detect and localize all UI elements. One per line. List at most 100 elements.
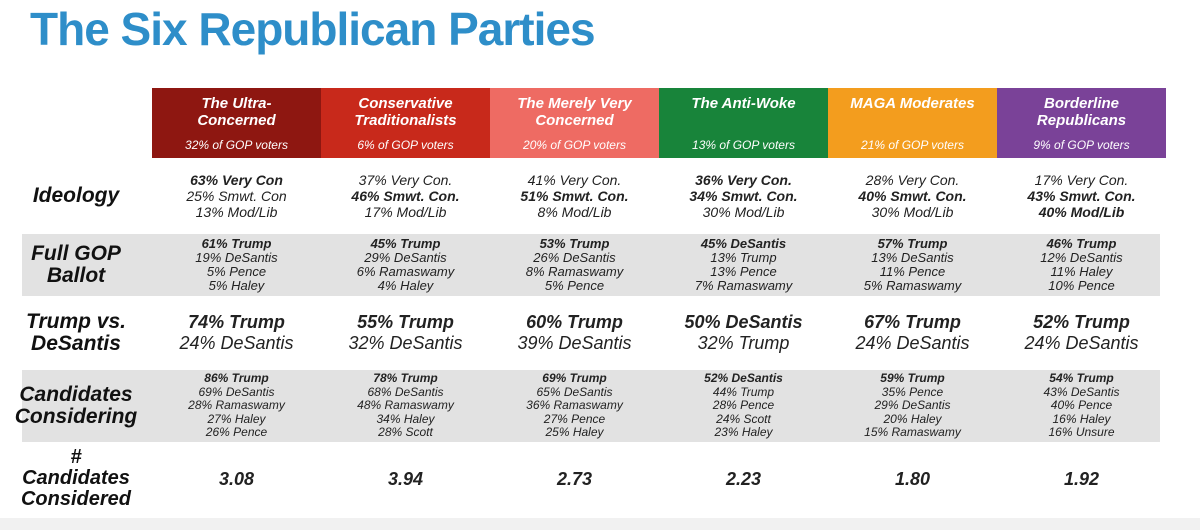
- cell-line: 5% Pence: [544, 278, 605, 293]
- cell-line: 59% Trump: [880, 371, 945, 386]
- cell-full-gop-ballot-col4: 45% DeSantis 13% Trump 13% Pence 7% Ramaswa…: [659, 234, 828, 296]
- cell-line: 43% Smwt. Con.: [1027, 188, 1136, 204]
- party-share: 32% of GOP voters: [185, 138, 288, 152]
- cell-line: 27% Haley: [207, 411, 266, 426]
- row-label-candidates-considering: Candidates Considering: [14, 383, 138, 428]
- cell-trump-vs-desantis-col3: 60% Trump 39% DeSantis: [490, 296, 659, 370]
- cell-line: 3.94: [387, 468, 424, 489]
- cell-line: 32% DeSantis: [348, 333, 463, 353]
- party-name: MAGA Moderates: [850, 95, 975, 112]
- cell-full-gop-ballot-col1: 61% Trump 19% DeSantis 5% Pence 5% Haley: [152, 234, 321, 296]
- cell-line: 78% Trump: [373, 371, 438, 386]
- cell-line: 24% DeSantis: [179, 333, 294, 353]
- cell-line: 69% DeSantis: [198, 384, 275, 399]
- cell-line: 65% DeSantis: [536, 384, 613, 399]
- cell-line: 55% Trump: [357, 312, 454, 332]
- cell-line: 57% Trump: [877, 236, 948, 251]
- cell-full-gop-ballot-col5: 57% Trump 13% DeSantis 11% Pence 5% Ramaswa…: [828, 234, 997, 296]
- cell-line: 25% Haley: [545, 425, 604, 440]
- page-title: The Six Republican Parties: [30, 3, 596, 55]
- cell-line: 40% Mod/Lib: [1038, 204, 1125, 220]
- row-label-full-gop-ballot: Full GOP Ballot: [31, 242, 121, 287]
- cell-line: 13% Trump: [710, 250, 777, 265]
- cell-line: 36% Ramaswamy: [526, 398, 623, 413]
- cell-line: 32% Trump: [697, 333, 790, 353]
- cell-num-candidates-considered-col5: 1.80: [828, 442, 997, 515]
- cell-line: 29% DeSantis: [874, 398, 951, 413]
- cell-line: 19% DeSantis: [195, 250, 278, 265]
- cell-line: 5% Pence: [206, 264, 267, 279]
- cell-line: 5% Haley: [208, 278, 265, 293]
- cell-line: 45% Trump: [370, 236, 441, 251]
- cell-line: 39% DeSantis: [517, 333, 632, 353]
- cell-line: 46% Trump: [1046, 236, 1117, 251]
- cell-line: 7% Ramaswamy: [694, 278, 793, 293]
- table-row-num-candidates-considered: # Candidates Considered 3.08 3.94 2.73 2.23 1…: [0, 442, 1166, 515]
- cell-line: 3.08: [218, 468, 255, 489]
- cell-line: 8% Ramaswamy: [525, 264, 624, 279]
- cell-line: 40% Smwt. Con.: [858, 188, 967, 204]
- row-label-trump-vs-desantis: Trump vs. DeSantis: [26, 310, 126, 355]
- cell-line: 17% Very Con.: [1034, 172, 1129, 188]
- cell-line: 24% DeSantis: [855, 333, 970, 353]
- cell-line: 60% Trump: [526, 312, 623, 332]
- cell-ideology-col4: 36% Very Con. 34% Smwt. Con. 30% Mod/Lib: [659, 158, 828, 234]
- cell-line: 68% DeSantis: [367, 384, 444, 399]
- row-label-ideology: Ideology: [32, 184, 120, 207]
- cell-line: 61% Trump: [201, 236, 272, 251]
- party-header-6: Borderline Republicans 9% of GOP voters: [997, 88, 1166, 158]
- cell-line: 13% DeSantis: [871, 250, 954, 265]
- party-header-3: The Merely Very Concerned 20% of GOP vote…: [490, 88, 659, 158]
- cell-line: 34% Smwt. Con.: [689, 188, 798, 204]
- party-name: The Ultra- Concerned: [197, 95, 276, 129]
- cell-line: 30% Mod/Lib: [702, 204, 785, 220]
- cell-line: 44% Trump: [712, 384, 775, 399]
- bottom-strip: [0, 518, 1200, 530]
- cell-line: 26% Pence: [205, 425, 268, 440]
- row-label-num-candidates-considered: # Candidates Considered: [20, 446, 132, 510]
- cell-num-candidates-considered-col1: 3.08: [152, 442, 321, 515]
- table-row-trump-vs-desantis: Trump vs. DeSantis 74% Trump 24% DeSantis 5…: [0, 296, 1166, 370]
- party-name: Conservative Traditionalists: [354, 95, 457, 129]
- cell-line: 54% Trump: [1049, 371, 1114, 386]
- cell-line: 8% Mod/Lib: [537, 204, 612, 220]
- cell-candidates-considering-col5: 59% Trump 35% Pence 29% DeSantis 20% Haley 1…: [828, 370, 997, 442]
- cell-trump-vs-desantis-col2: 55% Trump 32% DeSantis: [321, 296, 490, 370]
- cell-line: 11% Pence: [879, 264, 946, 279]
- cell-line: 53% Trump: [539, 236, 610, 251]
- cell-line: 10% Pence: [1048, 278, 1115, 293]
- cell-line: 28% Ramaswamy: [188, 398, 285, 413]
- cell-line: 1.92: [1063, 468, 1100, 489]
- cell-line: 12% DeSantis: [1040, 250, 1123, 265]
- party-share: 21% of GOP voters: [861, 138, 964, 152]
- cell-line: 6% Ramaswamy: [356, 264, 455, 279]
- cell-line: 37% Very Con.: [358, 172, 453, 188]
- cell-ideology-col3: 41% Very Con. 51% Smwt. Con. 8% Mod/Lib: [490, 158, 659, 234]
- cell-candidates-considering-col2: 78% Trump 68% DeSantis 48% Ramaswamy 34% Ha…: [321, 370, 490, 442]
- cell-full-gop-ballot-col3: 53% Trump 26% DeSantis 8% Ramaswamy 5% Penc…: [490, 234, 659, 296]
- cell-line: 35% Pence: [881, 384, 944, 399]
- cell-candidates-considering-col4: 52% DeSantis 44% Trump 28% Pence 24% Scott 2…: [659, 370, 828, 442]
- party-share: 6% of GOP voters: [357, 138, 454, 152]
- cell-num-candidates-considered-col4: 2.23: [659, 442, 828, 515]
- cell-line: 16% Haley: [1052, 411, 1111, 426]
- cell-full-gop-ballot-col6: 46% Trump 12% DeSantis 11% Haley 10% Pence: [997, 234, 1166, 296]
- cell-line: 36% Very Con.: [695, 172, 792, 188]
- cell-line: 86% Trump: [204, 371, 269, 386]
- cell-line: 50% DeSantis: [684, 312, 803, 332]
- cell-candidates-considering-col1: 86% Trump 69% DeSantis 28% Ramaswamy 27% Ha…: [152, 370, 321, 442]
- cell-line: 17% Mod/Lib: [364, 204, 447, 220]
- header-row: The Ultra- Concerned 32% of GOP voters Con…: [0, 88, 1166, 158]
- cell-trump-vs-desantis-col6: 52% Trump 24% DeSantis: [997, 296, 1166, 370]
- party-header-5: MAGA Moderates 21% of GOP voters: [828, 88, 997, 158]
- cell-ideology-col6: 17% Very Con. 43% Smwt. Con. 40% Mod/Lib: [997, 158, 1166, 234]
- party-share: 13% of GOP voters: [692, 138, 795, 152]
- cell-line: 26% DeSantis: [533, 250, 616, 265]
- cell-line: 29% DeSantis: [364, 250, 447, 265]
- cell-line: 67% Trump: [864, 312, 961, 332]
- cell-line: 45% DeSantis: [700, 236, 787, 251]
- cell-line: 48% Ramaswamy: [357, 398, 454, 413]
- cell-line: 5% Ramaswamy: [863, 278, 962, 293]
- table-row-ideology: Ideology 63% Very Con 25% Smwt. Con 13% Mod…: [0, 158, 1166, 234]
- cell-trump-vs-desantis-col5: 67% Trump 24% DeSantis: [828, 296, 997, 370]
